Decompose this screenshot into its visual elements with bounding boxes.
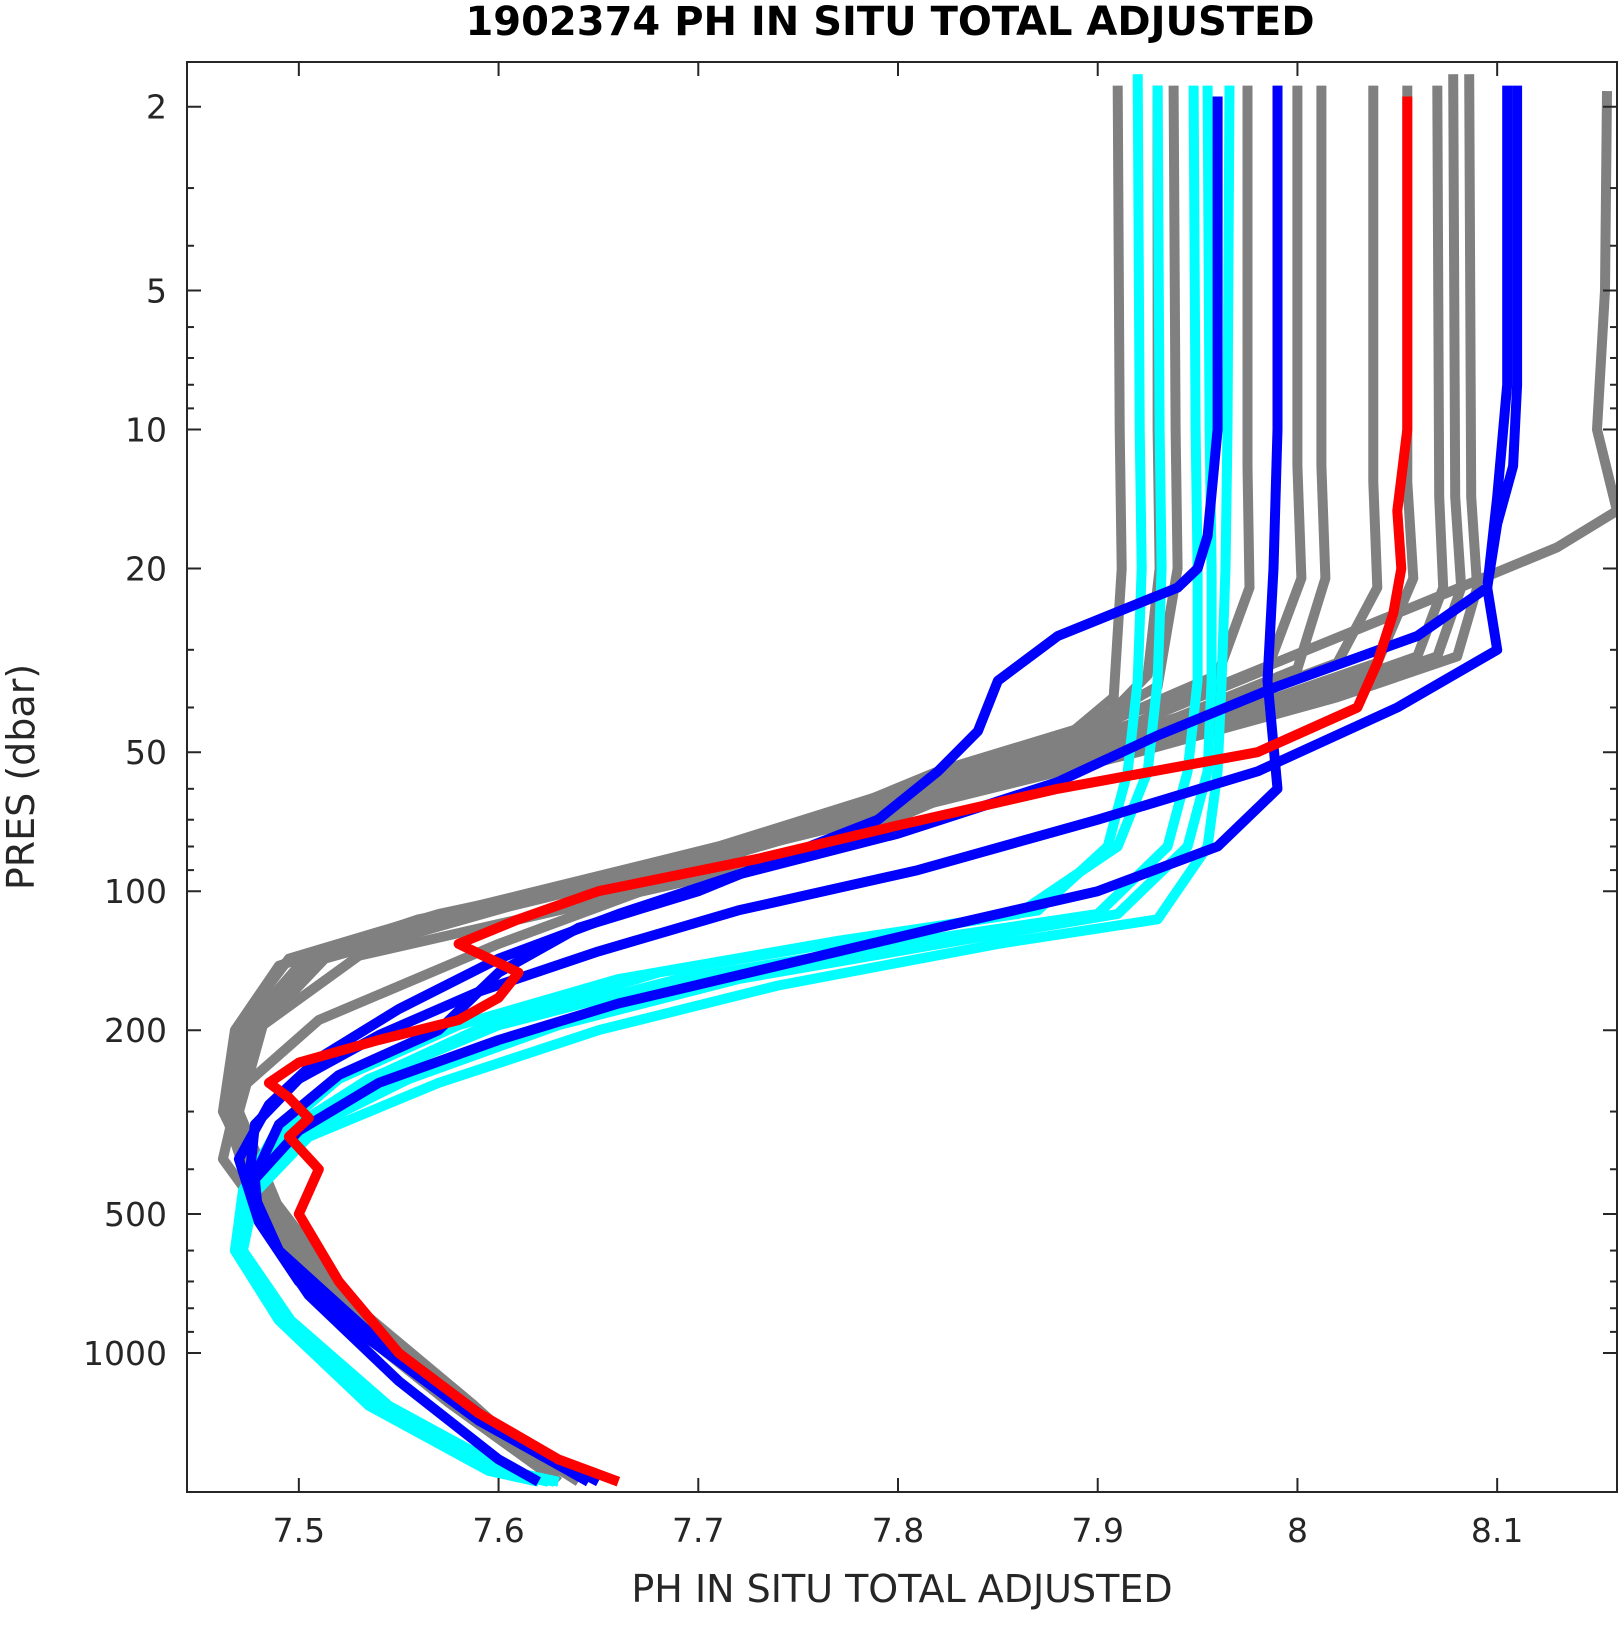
- chart-title: 1902374 PH IN SITU TOTAL ADJUSTED: [465, 0, 1314, 45]
- x-tick-label: 8: [1287, 1511, 1308, 1550]
- y-tick-label: 50: [125, 733, 167, 772]
- x-tick-label: 8.1: [1471, 1511, 1523, 1550]
- x-tick-label: 7.6: [472, 1511, 524, 1550]
- x-tick-label: 7.8: [872, 1511, 924, 1550]
- y-tick-label: 100: [104, 872, 167, 911]
- x-axis: 7.5 7.6 7.7 7.8 7.9 8 8.1: [273, 62, 1523, 1550]
- y-tick-label: 20: [125, 549, 167, 588]
- plot-lines: [217, 74, 1617, 1487]
- y-tick-label: 10: [125, 410, 167, 449]
- profile-line-blue-21: [233, 85, 1513, 1487]
- x-axis-label: PH IN SITU TOTAL ADJUSTED: [631, 1567, 1172, 1611]
- y-axis: 2 5 10 20 50 100 200 500 1000: [83, 88, 1617, 1493]
- profile-line-gray-9: [233, 74, 1483, 1486]
- profile-line-gray-7: [229, 85, 1449, 1486]
- y-tick-label: 5: [146, 271, 167, 310]
- x-tick-label: 7.7: [672, 1511, 724, 1550]
- y-tick-label: 2: [146, 88, 167, 127]
- profile-line-gray-6: [227, 85, 1419, 1486]
- y-axis-label: PRES (dbar): [0, 664, 43, 890]
- plot-frame: [186, 61, 1618, 1493]
- x-tick-label: 7.5: [273, 1511, 325, 1550]
- profile-line-cyan-17: [237, 85, 1235, 1487]
- y-tick-label: 500: [104, 1195, 167, 1234]
- profile-line-red-22: [263, 96, 1413, 1487]
- profile-line-gray-2: [219, 85, 1183, 1486]
- profile-line-gray-12: [223, 85, 1307, 1486]
- y-tick-label: 200: [104, 1011, 167, 1050]
- profile-line-blue-20: [243, 85, 1523, 1486]
- y-tick-label: 1000: [83, 1334, 167, 1373]
- x-tick-label: 7.9: [1071, 1511, 1123, 1550]
